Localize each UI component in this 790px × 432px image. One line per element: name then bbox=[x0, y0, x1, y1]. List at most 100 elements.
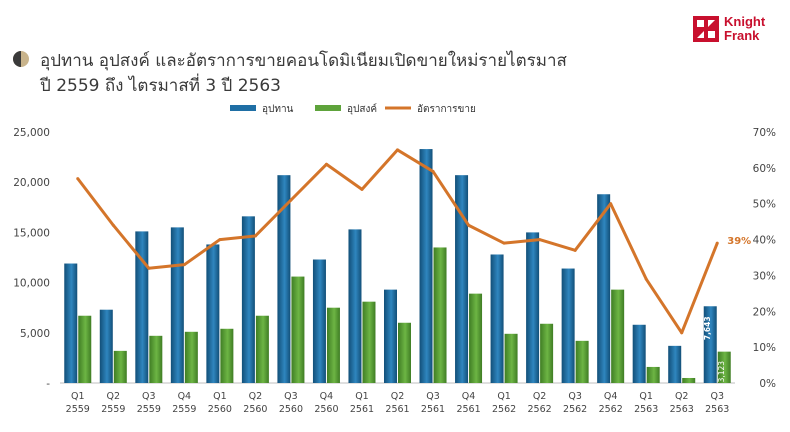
point-sales-rate bbox=[111, 223, 115, 227]
y-right-tick-label: 20% bbox=[753, 306, 776, 318]
bar-demand bbox=[398, 322, 411, 383]
x-tick-label-quarter: Q2 bbox=[391, 391, 405, 402]
legend-label-1: อุปสงค์ bbox=[347, 103, 377, 115]
bar-supply bbox=[490, 254, 504, 383]
x-tick-label-year: 2561 bbox=[456, 404, 480, 415]
y-right-tick-label: 70% bbox=[753, 127, 776, 139]
y-right-tick-label: 50% bbox=[753, 199, 776, 211]
bar-demand bbox=[717, 351, 731, 383]
y-right-tick-label: 30% bbox=[753, 270, 776, 282]
x-tick-label-year: 2562 bbox=[599, 404, 623, 415]
point-sales-rate bbox=[467, 223, 471, 227]
chart-line bbox=[76, 148, 719, 335]
data-label-sales-rate: 39% bbox=[727, 236, 751, 247]
x-tick-label-year: 2559 bbox=[66, 404, 90, 415]
bar-supply bbox=[170, 227, 184, 383]
x-tick-label-year: 2560 bbox=[208, 404, 232, 415]
combo-chart: อุปทาน อุปสงค์ อัตราการขาย - 5,000 10,000 15,… bbox=[13, 103, 776, 415]
chart-labels: 7,643 3,123 39% bbox=[703, 236, 751, 382]
x-tick-label-year: 2559 bbox=[137, 404, 161, 415]
x-tick-label-year: 2560 bbox=[243, 404, 267, 415]
point-sales-rate bbox=[538, 238, 542, 242]
point-sales-rate bbox=[573, 248, 577, 252]
bar-supply bbox=[632, 324, 646, 383]
bar-demand bbox=[78, 315, 92, 383]
legend-label-2: อัตราการขาย bbox=[417, 104, 476, 115]
bar-supply bbox=[561, 268, 575, 383]
point-sales-rate bbox=[218, 238, 222, 242]
logo-text-knight: Knight bbox=[724, 14, 766, 29]
x-tick-label-quarter: Q3 bbox=[142, 391, 156, 402]
bar-demand bbox=[611, 289, 625, 383]
bar-supply bbox=[64, 263, 78, 383]
x-tick-label-year: 2563 bbox=[634, 404, 658, 415]
bar-supply bbox=[277, 175, 291, 383]
point-sales-rate bbox=[147, 266, 151, 270]
y-right-tick-label: 10% bbox=[753, 342, 776, 354]
x-tick-label-quarter: Q2 bbox=[675, 391, 689, 402]
point-sales-rate bbox=[76, 177, 80, 181]
bar-demand bbox=[575, 340, 589, 383]
bar-demand bbox=[362, 301, 376, 383]
bar-supply bbox=[455, 175, 469, 383]
x-tick-label-quarter: Q4 bbox=[462, 391, 476, 402]
point-sales-rate bbox=[715, 241, 719, 245]
title-bullet-icon bbox=[13, 51, 29, 67]
bar-supply bbox=[99, 309, 113, 383]
bar-demand bbox=[433, 247, 447, 383]
x-tick-label-quarter: Q1 bbox=[355, 391, 369, 402]
y-left-tick-label: - bbox=[46, 378, 50, 390]
data-label-supply: 7,643 bbox=[703, 316, 712, 340]
y-left-tick-label: 20,000 bbox=[13, 177, 50, 189]
x-tick-label-quarter: Q2 bbox=[533, 391, 547, 402]
bar-demand bbox=[291, 276, 305, 383]
data-label-demand: 3,123 bbox=[717, 361, 726, 383]
point-sales-rate bbox=[324, 162, 328, 166]
knight-frank-logo: Knight Frank bbox=[693, 12, 781, 48]
point-sales-rate bbox=[431, 169, 435, 173]
y-left-tick-label: 15,000 bbox=[13, 227, 50, 239]
bar-supply bbox=[348, 229, 362, 383]
bar-demand bbox=[149, 335, 163, 383]
x-tick-label-quarter: Q3 bbox=[284, 391, 298, 402]
y-right-tick-label: 0% bbox=[759, 378, 776, 390]
bar-demand bbox=[220, 328, 234, 383]
x-tick-label-year: 2562 bbox=[492, 404, 516, 415]
x-tick-label-quarter: Q3 bbox=[568, 391, 582, 402]
y-left-tick-label: 10,000 bbox=[13, 278, 50, 290]
x-tick-label-year: 2561 bbox=[421, 404, 445, 415]
x-tick-label-quarter: Q1 bbox=[71, 391, 85, 402]
bar-supply bbox=[668, 345, 682, 383]
legend-label-0: อุปทาน bbox=[262, 104, 294, 115]
point-sales-rate bbox=[396, 148, 399, 152]
x-tick-label-year: 2563 bbox=[705, 404, 729, 415]
x-tick-label-quarter: Q3 bbox=[426, 391, 440, 402]
bar-supply bbox=[206, 244, 220, 383]
point-sales-rate bbox=[253, 234, 257, 238]
x-tick-label-year: 2561 bbox=[350, 404, 374, 415]
bar-supply bbox=[526, 232, 540, 383]
bar-demand bbox=[682, 377, 696, 383]
y-right-tick-label: 60% bbox=[753, 163, 776, 175]
point-sales-rate bbox=[360, 187, 364, 191]
point-sales-rate bbox=[289, 198, 293, 202]
x-tick-label-quarter: Q3 bbox=[710, 391, 724, 402]
logo-mark-icon bbox=[693, 16, 719, 42]
x-tick-label-quarter: Q4 bbox=[320, 391, 334, 402]
bar-supply bbox=[312, 259, 326, 383]
x-tick-label-quarter: Q4 bbox=[178, 391, 192, 402]
x-tick-label-quarter: Q1 bbox=[497, 391, 511, 402]
logo-text-frank: Frank bbox=[724, 28, 760, 43]
x-tick-label-year: 2562 bbox=[528, 404, 552, 415]
bar-supply bbox=[419, 149, 433, 383]
x-tick-label-year: 2560 bbox=[279, 404, 303, 415]
legend-swatch-1 bbox=[315, 105, 341, 111]
x-tick-label-year: 2559 bbox=[172, 404, 196, 415]
legend-swatch-0 bbox=[230, 105, 256, 111]
bar-demand bbox=[540, 323, 554, 383]
x-tick-label-year: 2559 bbox=[101, 404, 125, 415]
x-tick-label-quarter: Q4 bbox=[604, 391, 618, 402]
chart-title-line-1: อุปทาน อุปสงค์ และอัตราการขายคอนโดมิเนีย… bbox=[40, 51, 567, 71]
bar-supply bbox=[597, 194, 611, 383]
chart-bars bbox=[64, 149, 731, 383]
